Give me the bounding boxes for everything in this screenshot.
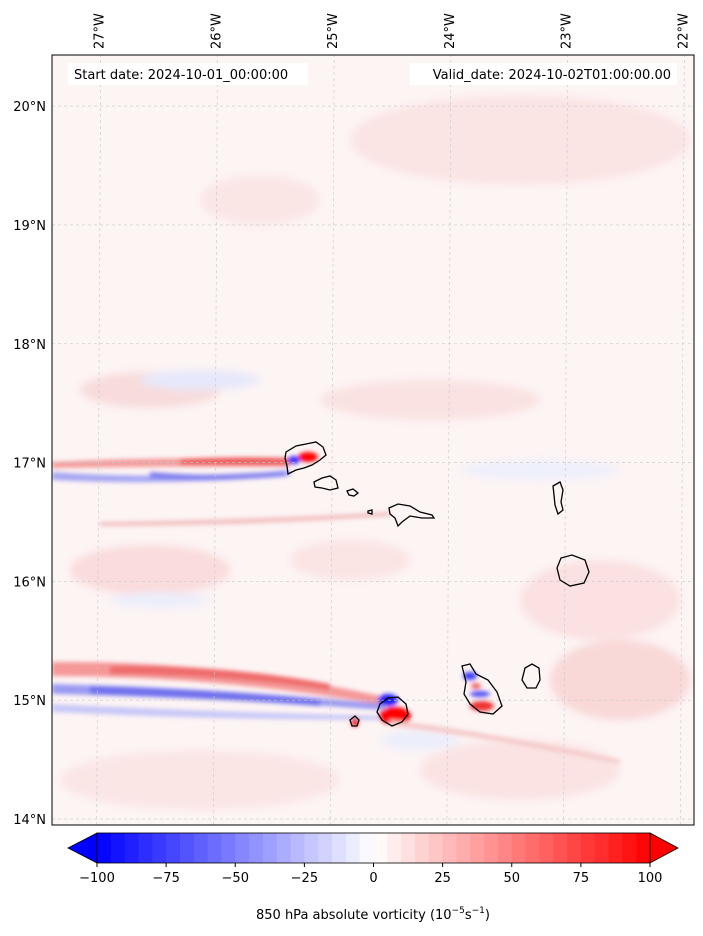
southern-wake	[52, 661, 620, 764]
gridline-lon	[96, 54, 101, 826]
colorbar-band	[262, 833, 278, 863]
colorbar-ticks: −100 −75 −50 −25 0 25 50 75 100	[79, 863, 662, 886]
lat-tick-label: 14°N	[13, 813, 46, 828]
lon-tick-label: 25°W	[326, 13, 341, 49]
longitude-labels: 27°W 26°W 25°W 24°W 23°W 22°W	[93, 13, 692, 49]
lon-tick-label: 24°W	[443, 13, 458, 49]
colorbar-tick-label: 75	[573, 871, 590, 886]
island-raso	[367, 509, 373, 515]
colorbar-band	[553, 833, 568, 863]
gridline-lon	[680, 54, 685, 826]
colorbar-band	[622, 833, 637, 863]
lat-tick-label: 17°N	[13, 457, 46, 472]
gridline-lon	[329, 54, 335, 826]
colorbar-band	[497, 833, 513, 863]
colorbar-tick-label: 25	[434, 871, 451, 886]
colorbar-label: 850 hPa absolute vorticity (10−5s−1)	[256, 906, 490, 923]
island-santiago	[461, 663, 503, 715]
gridlines	[52, 54, 694, 826]
island-sao-nicolau	[388, 503, 436, 528]
colorbar-band	[359, 833, 374, 863]
colorbar-band	[456, 833, 471, 863]
gridline-lon	[213, 54, 218, 826]
gridline-lon	[446, 54, 452, 826]
valid-date-box	[410, 63, 677, 85]
colorbar-band	[138, 833, 153, 863]
colorbar-tick-label: 100	[638, 871, 663, 886]
lat-tick-label: 20°N	[13, 100, 46, 115]
island-brava	[349, 715, 360, 727]
colorbar-band	[207, 833, 222, 863]
lon-tick-label: 27°W	[93, 13, 108, 49]
colorbar-band	[567, 833, 582, 863]
coastlines	[284, 441, 590, 727]
valid-date-label: Valid_date: 2024-10-02T01:00:00.00	[433, 68, 671, 83]
island-sao-vicente	[313, 475, 339, 491]
lon-tick-label: 26°W	[209, 13, 224, 49]
colorbar-band	[304, 833, 319, 863]
colorbar-band	[539, 833, 554, 863]
colorbar-tick-label: −100	[79, 871, 115, 886]
island-santo-antao	[284, 441, 327, 475]
start-date-box	[68, 63, 308, 85]
colorbar-tick-label: 0	[369, 871, 377, 886]
colorbar-band	[290, 833, 305, 863]
colorbar-band	[193, 833, 209, 863]
colorbar-band	[387, 833, 402, 863]
colorbar-band	[525, 833, 540, 863]
colorbar-band	[470, 833, 485, 863]
colorbar-band	[511, 833, 527, 863]
colorbar-band	[179, 833, 195, 863]
colorbar-tick-label: −75	[152, 871, 179, 886]
colorbar-band	[442, 833, 457, 863]
colorbar-band	[235, 833, 250, 863]
colorbar-band	[249, 833, 264, 863]
gridline-lon	[563, 54, 568, 826]
colorbar-tick-label: −25	[291, 871, 318, 886]
lon-tick-label: 23°W	[560, 13, 575, 49]
island-santa-luzia	[346, 488, 360, 497]
lat-tick-label: 18°N	[13, 338, 46, 353]
colorbar-band	[345, 833, 361, 863]
colorbar-band	[608, 833, 623, 863]
colorbar-extend-low	[67, 832, 98, 864]
northern-wake	[52, 452, 390, 526]
colorbar-band	[401, 833, 416, 863]
colorbar-band	[636, 833, 651, 863]
colorbar-band	[276, 833, 292, 863]
colorbar-tick-label: −50	[222, 871, 249, 886]
latitude-labels: 20°N 19°N 18°N 17°N 16°N 15°N 14°N	[13, 100, 46, 828]
colorbar-band	[152, 833, 167, 863]
lat-tick-label: 16°N	[13, 575, 46, 590]
colorbar-bands	[97, 833, 651, 863]
colorbar-band	[332, 833, 347, 863]
colorbar-band	[221, 833, 236, 863]
colorbar-band	[318, 833, 333, 863]
island-fogo	[376, 696, 409, 727]
colorbar-band	[373, 833, 388, 863]
colorbar-band	[97, 833, 112, 863]
colorbar-band	[594, 833, 610, 863]
colorbar-band	[484, 833, 499, 863]
axes-frame	[51, 54, 695, 826]
colorbar-band	[110, 833, 126, 863]
island-boa-vista	[556, 554, 590, 587]
colorbar-band	[124, 833, 139, 863]
colorbar: −100 −75 −50 −25 0 25 50 75 100 850 hPa absolute…	[67, 832, 679, 923]
start-date-label: Start date: 2024-10-01_00:00:00	[74, 68, 288, 83]
island-maio	[521, 663, 541, 689]
colorbar-extend-high	[649, 832, 679, 864]
colorbar-band	[428, 833, 444, 863]
colorbar-band	[414, 833, 430, 863]
colorbar-band	[166, 833, 181, 863]
colorbar-band	[580, 833, 596, 863]
colorbar-tick-label: 50	[503, 871, 520, 886]
island-sal	[552, 481, 564, 516]
vorticity-field	[52, 55, 694, 825]
lat-tick-label: 15°N	[13, 694, 46, 709]
lat-tick-label: 19°N	[13, 219, 46, 234]
lon-tick-label: 22°W	[676, 13, 691, 49]
